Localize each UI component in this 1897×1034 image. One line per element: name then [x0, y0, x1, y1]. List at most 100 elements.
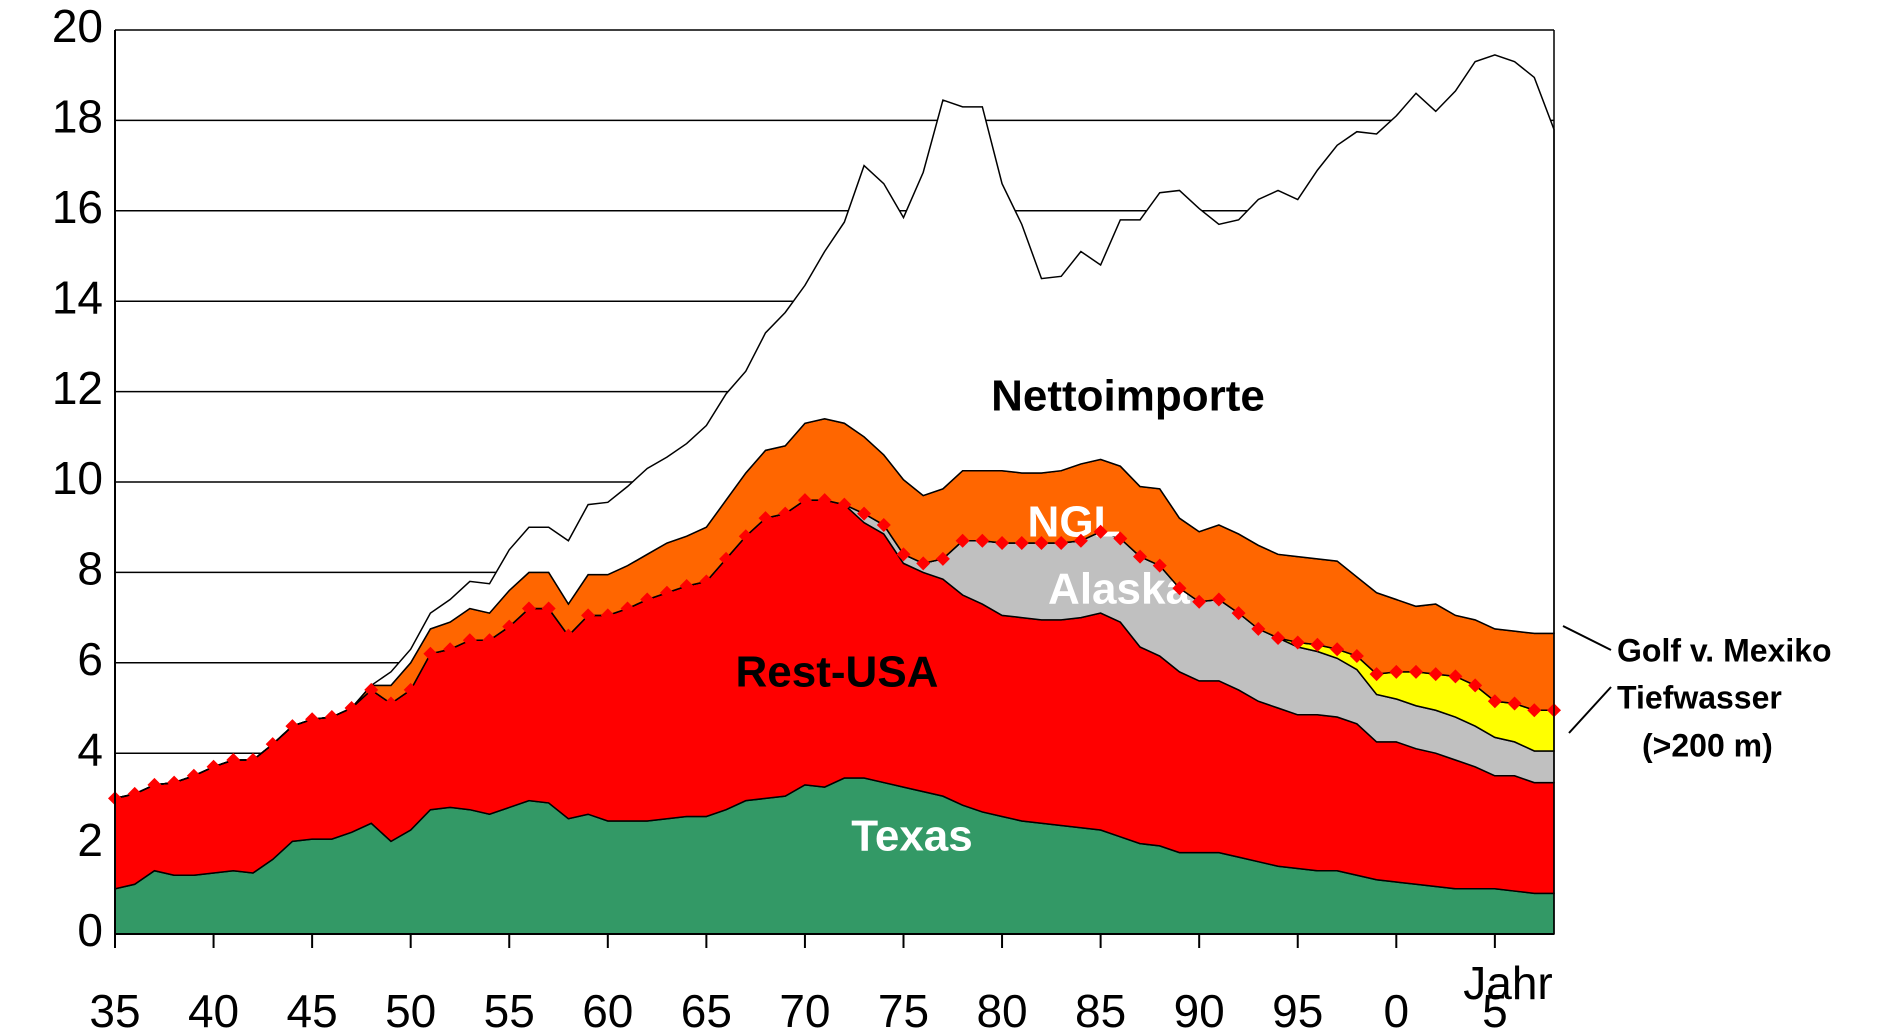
marker — [167, 775, 182, 790]
x-axis-label: Jahr — [1463, 957, 1552, 1009]
marker — [245, 752, 260, 767]
marker — [1093, 524, 1108, 539]
x-tick-label: 65 — [681, 985, 732, 1034]
marker — [600, 608, 615, 623]
x-tick-label: 90 — [1174, 985, 1225, 1034]
marker — [916, 556, 931, 571]
annotation: Tiefwasser — [1617, 679, 1782, 715]
series-label: Texas — [851, 812, 973, 861]
marker — [876, 517, 891, 532]
marker — [620, 601, 635, 616]
x-tick-label: 95 — [1272, 985, 1323, 1034]
y-tick-label: 6 — [77, 633, 103, 685]
marker — [521, 601, 536, 616]
x-tick-label: 70 — [779, 985, 830, 1034]
marker — [955, 533, 970, 548]
marker — [383, 696, 398, 711]
marker — [423, 646, 438, 661]
marker — [186, 768, 201, 783]
marker — [127, 786, 142, 801]
marker — [1172, 581, 1187, 596]
marker — [1468, 678, 1483, 693]
marker — [1310, 637, 1325, 652]
marker — [344, 701, 359, 715]
y-tick-label: 12 — [52, 362, 103, 414]
x-tick-label: 45 — [287, 985, 338, 1034]
x-tick-label: 75 — [878, 985, 929, 1034]
marker — [364, 682, 379, 697]
marker — [1290, 635, 1305, 650]
marker — [935, 551, 950, 566]
y-tick-label: 4 — [77, 723, 103, 775]
annotation: Golf v. Mexiko — [1617, 632, 1832, 668]
x-tick-label: 35 — [89, 985, 140, 1034]
marker — [1113, 531, 1128, 546]
y-tick-label: 8 — [77, 543, 103, 595]
marker — [285, 719, 300, 734]
marker — [1014, 536, 1029, 551]
marker — [719, 551, 734, 566]
marker — [1192, 594, 1207, 609]
marker — [1487, 694, 1502, 709]
marker — [1507, 696, 1522, 711]
marker — [1448, 669, 1463, 684]
marker — [817, 493, 832, 508]
marker — [403, 682, 418, 697]
marker — [502, 619, 517, 634]
marker — [462, 633, 477, 648]
marker — [837, 497, 852, 512]
x-tick-label: 85 — [1075, 985, 1126, 1034]
marker — [659, 585, 674, 600]
x-tick-label: 0 — [1384, 985, 1410, 1034]
marker — [1527, 703, 1542, 718]
marker — [679, 578, 694, 593]
marker — [1369, 667, 1384, 682]
marker — [1330, 642, 1345, 657]
marker — [1152, 558, 1167, 573]
x-tick-label: 55 — [484, 985, 535, 1034]
marker — [1251, 621, 1266, 636]
marker — [1133, 549, 1148, 564]
marker — [857, 506, 872, 521]
marker — [896, 547, 911, 562]
marker — [797, 493, 812, 508]
y-tick-label: 0 — [77, 904, 103, 956]
marker — [265, 737, 280, 752]
leader-line — [1562, 625, 1612, 651]
marker — [1428, 667, 1443, 682]
marker — [482, 633, 497, 648]
marker — [1073, 533, 1088, 548]
marker — [699, 574, 714, 589]
marker — [206, 759, 221, 774]
marker — [1409, 664, 1424, 679]
x-tick-label: 5 — [1482, 985, 1508, 1034]
marker — [738, 529, 753, 544]
marker — [1211, 592, 1226, 607]
x-tick-label: 80 — [976, 985, 1027, 1034]
marker — [324, 710, 339, 725]
marker — [581, 608, 596, 623]
y-tick-label: 16 — [52, 181, 103, 233]
marker — [758, 511, 773, 526]
marker — [1034, 536, 1049, 551]
y-tick-label: 10 — [52, 452, 103, 504]
marker — [561, 628, 576, 643]
marker — [541, 601, 556, 616]
marker — [1054, 536, 1069, 551]
marker — [147, 777, 162, 792]
marker — [226, 752, 241, 767]
leader-line — [1568, 686, 1612, 734]
x-tick-label: 60 — [582, 985, 633, 1034]
marker — [995, 536, 1010, 551]
marker — [305, 712, 320, 727]
marker — [640, 592, 655, 607]
marker — [1389, 664, 1404, 679]
y-tick-label: 20 — [52, 0, 103, 52]
marker — [1231, 606, 1246, 621]
y-tick-label: 14 — [52, 271, 103, 323]
marker — [1349, 649, 1364, 664]
x-tick-label: 40 — [188, 985, 239, 1034]
marker — [443, 642, 458, 657]
series-label: Rest-USA — [736, 648, 939, 697]
